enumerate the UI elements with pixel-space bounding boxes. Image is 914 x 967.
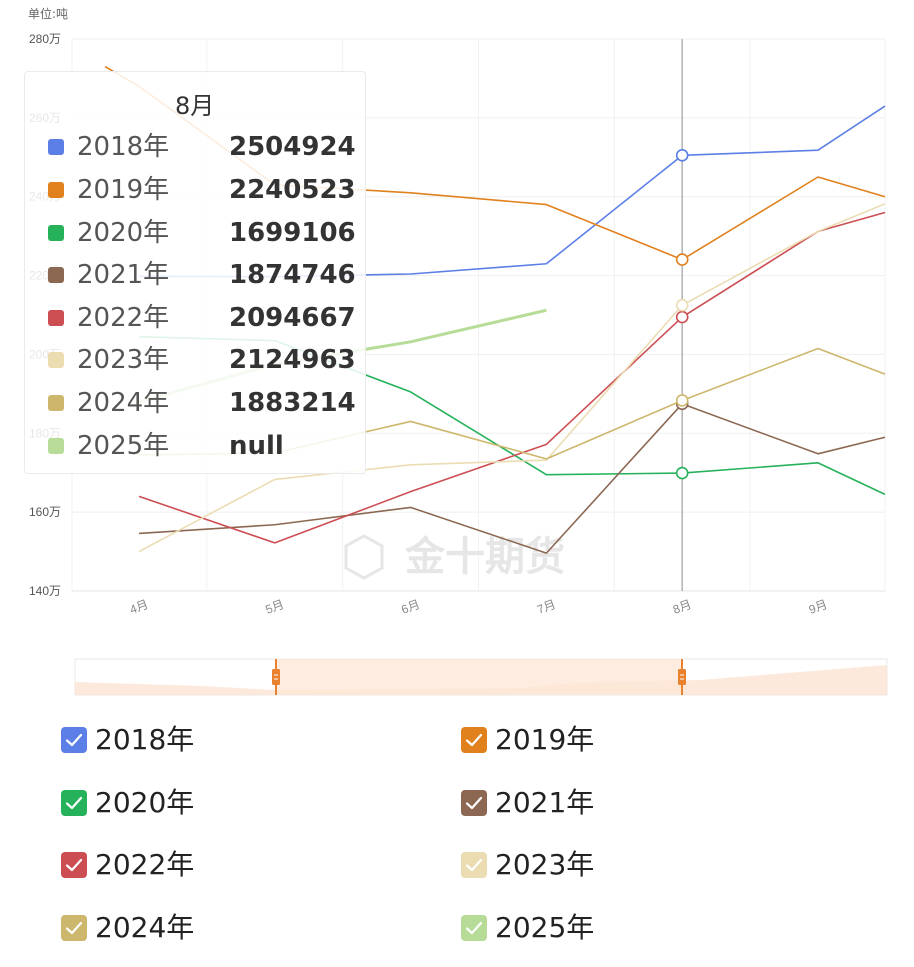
watermark-logo-icon xyxy=(344,534,384,580)
tooltip-series-value: 2124963 xyxy=(229,345,356,375)
tooltip-series-value: 1883214 xyxy=(229,388,356,418)
checkbox-checked-icon[interactable] xyxy=(461,790,487,816)
legend-label: 2020年 xyxy=(95,786,195,819)
legend-label: 2021年 xyxy=(495,786,595,819)
series-swatch xyxy=(48,267,64,283)
zoom-handle-left[interactable] xyxy=(272,669,280,685)
legend-label: 2025年 xyxy=(495,911,595,944)
series-swatch xyxy=(48,438,64,454)
legend-label: 2019年 xyxy=(495,723,595,756)
tooltip-series-value: null xyxy=(229,431,284,461)
legend-item-2020[interactable]: 2020年 xyxy=(61,786,441,832)
series-line-2021年 xyxy=(138,403,886,554)
tooltip-row: 2025年 null xyxy=(47,426,367,466)
checkbox-checked-icon[interactable] xyxy=(461,915,487,941)
unit-label: 单位:吨 xyxy=(28,7,69,21)
legend-item-2025[interactable]: 2025年 xyxy=(461,911,841,957)
tooltip-series-value: 2240523 xyxy=(229,175,356,205)
tooltip-series-name: 2025年 xyxy=(77,431,170,461)
legend-label: 2018年 xyxy=(95,723,195,756)
x-tick-label: 5月 xyxy=(264,597,286,617)
tooltip-row: 2020年 1699106 xyxy=(47,213,367,253)
y-tick-label: 280万 xyxy=(29,32,61,46)
series-swatch xyxy=(48,139,64,155)
tooltip-series-name: 2019年 xyxy=(77,175,170,205)
tooltip-row: 2018年 2504924 xyxy=(47,127,367,167)
data-point-2024年 xyxy=(675,394,689,407)
data-point-2019年 xyxy=(675,253,689,266)
tooltip-row: 2024年 1883214 xyxy=(47,383,367,423)
y-tick-label: 140万 xyxy=(29,584,61,598)
zoom-slider-preview xyxy=(75,665,887,695)
tooltip-series-value: 1874746 xyxy=(229,260,356,290)
zoom-handle-right[interactable] xyxy=(678,669,686,685)
data-point-2023年 xyxy=(675,298,689,312)
y-tick-label: 160万 xyxy=(29,505,61,519)
x-tick-label: 6月 xyxy=(399,597,421,617)
series-swatch xyxy=(48,310,64,326)
series-swatch xyxy=(48,352,64,368)
tooltip-series-value: 2504924 xyxy=(229,132,356,162)
checkbox-checked-icon[interactable] xyxy=(461,727,487,753)
checkbox-checked-icon[interactable] xyxy=(461,852,487,878)
watermark: 金十期货 xyxy=(404,534,565,580)
tooltip-series-name: 2023年 xyxy=(77,345,170,375)
tooltip-row: 2019年 2240523 xyxy=(47,170,367,210)
tooltip-row: 2021年 1874746 xyxy=(47,255,367,295)
checkbox-checked-icon[interactable] xyxy=(61,852,87,878)
data-point-2018年 xyxy=(675,149,689,162)
legend-item-2022[interactable]: 2022年 xyxy=(61,848,441,894)
series-swatch xyxy=(48,225,64,241)
series-swatch xyxy=(48,182,64,198)
data-point-2022年 xyxy=(675,310,689,324)
legend-item-2024[interactable]: 2024年 xyxy=(61,911,441,957)
tooltip-series-name: 2022年 xyxy=(77,303,170,333)
legend-item-2018[interactable]: 2018年 xyxy=(61,723,441,769)
tooltip-series-value: 1699106 xyxy=(229,218,356,248)
series-line-2023年 xyxy=(138,203,886,553)
tooltip-series-name: 2021年 xyxy=(77,260,170,290)
checkbox-checked-icon[interactable] xyxy=(61,915,87,941)
tooltip-series-name: 2020年 xyxy=(77,218,170,248)
tooltip-series-name: 2018年 xyxy=(77,132,170,162)
checkbox-checked-icon[interactable] xyxy=(61,727,87,753)
series-swatch xyxy=(48,395,64,411)
tooltip-series-name: 2024年 xyxy=(77,388,170,418)
x-tick-label: 9月 xyxy=(807,597,829,617)
legend-item-2019[interactable]: 2019年 xyxy=(461,723,841,769)
legend-label: 2024年 xyxy=(95,911,195,944)
checkbox-checked-icon[interactable] xyxy=(61,790,87,816)
legend-item-2021[interactable]: 2021年 xyxy=(461,786,841,832)
x-tick-label: 7月 xyxy=(535,597,557,617)
tooltip-title: 8月 xyxy=(175,92,215,120)
legend-label: 2022年 xyxy=(95,848,195,881)
x-tick-label: 4月 xyxy=(128,597,150,617)
data-point-2020年 xyxy=(675,466,689,480)
tooltip-row: 2022年 2094667 xyxy=(47,298,367,338)
legend-item-2023[interactable]: 2023年 xyxy=(461,848,841,894)
x-tick-label: 8月 xyxy=(671,597,693,617)
legend-label: 2023年 xyxy=(495,848,595,881)
tooltip-series-value: 2094667 xyxy=(229,303,356,333)
tooltip-row: 2023年 2124963 xyxy=(47,340,367,380)
zoom-slider-selection xyxy=(276,659,682,695)
tooltip: 8月 2018年 2504924 2019年 2240523 2020年 169… xyxy=(24,71,366,474)
